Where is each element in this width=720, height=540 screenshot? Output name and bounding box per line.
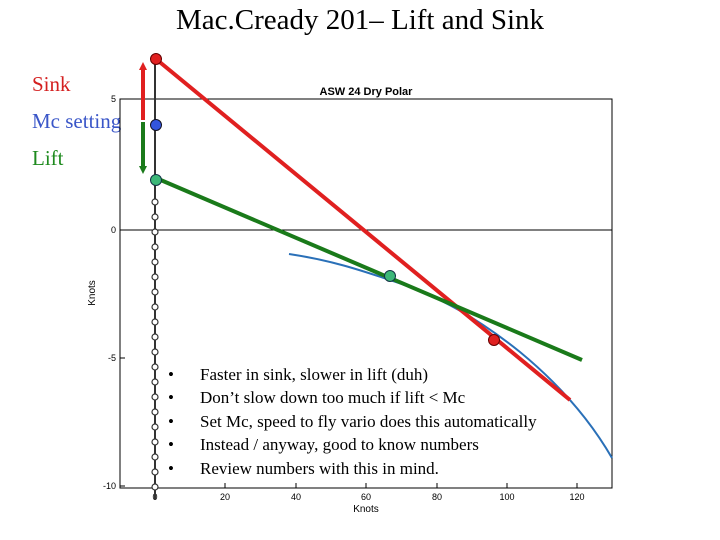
mc-setting-label: Mc setting [32,109,122,133]
bullet-dot: • [168,458,174,478]
sink-dot [150,53,162,65]
y-axis: 5 0 -5 -10 [103,94,125,491]
x-axis: 0 20 40 60 80 100 120 [152,483,585,502]
sink-tangent-point [488,334,500,346]
lift-dot [150,174,162,186]
lift-tangent-point [384,270,396,282]
bullet-dot: • [168,365,174,384]
x-axis-label: Knots [353,504,379,515]
mc-setting-dot [150,119,162,131]
slide-title: Mac.Cready 201– Lift and Sink [175,4,545,36]
x-tick-40: 40 [291,492,301,502]
bullet-text: Don’t slow down too much if lift < Mc [200,388,466,408]
x-tick-100: 100 [499,492,514,502]
y-tick-neg10: -10 [103,481,116,491]
lift-tangent-line [155,176,583,362]
x-tick-20: 20 [220,492,230,502]
y-tick-0: 0 [111,225,116,235]
bullet-item: • Faster in sink, slower in lift (duh) [168,363,537,386]
bullet-text: Review numbers with this in mind. [200,458,439,478]
sink-label: Sink [32,72,71,96]
bullet-text: Faster in sink, slower in lift (duh) [200,365,429,384]
bullet-dot: • [168,435,174,455]
vario-axis-markers [151,198,159,491]
chart-title: ASW 24 Dry Polar [320,86,414,98]
x-tick-60: 60 [361,492,371,502]
bullet-text: Instead / anyway, good to know numbers [200,435,479,455]
bullet-text: Set Mc, speed to fly vario does this aut… [200,411,537,431]
lift-label: Lift [32,146,64,170]
y-axis-label: Knots [87,280,98,306]
bullet-list: • Faster in sink, slower in lift (duh) • D… [168,363,537,480]
y-tick-neg5: -5 [108,353,116,363]
bullet-item: • Set Mc, speed to fly vario does this au… [168,410,537,433]
bullet-item: • Don’t slow down too much if lift < Mc [168,386,537,409]
bullet-item: • Review numbers with this in mind. [168,457,537,480]
sink-tangent-line [154,57,572,402]
y-tick-5: 5 [111,94,116,104]
bullet-dot: • [168,388,174,408]
bullet-item: • Instead / anyway, good to know numbers [168,433,537,456]
x-tick-80: 80 [432,492,442,502]
x-tick-120: 120 [569,492,584,502]
bullet-dot: • [168,411,174,431]
